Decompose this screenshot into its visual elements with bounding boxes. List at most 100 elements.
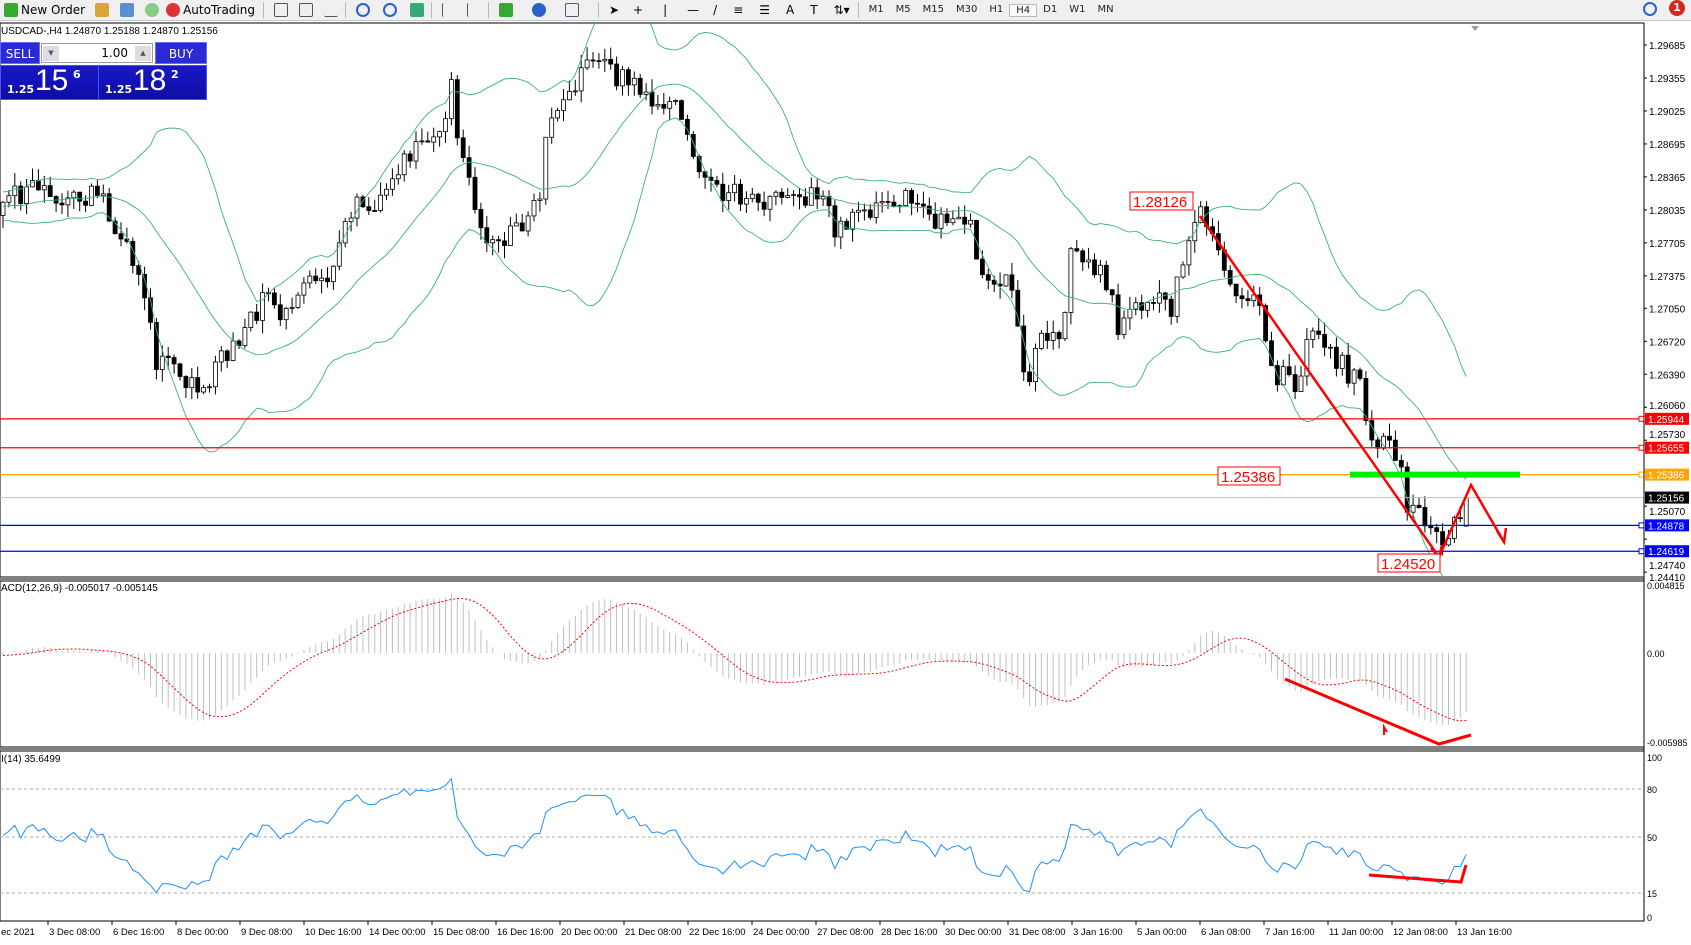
timeframe-m30[interactable]: M30: [956, 3, 978, 15]
candle-body: [1310, 330, 1316, 340]
candle: [384, 183, 389, 201]
autotrading-button[interactable]: AutoTrading: [162, 0, 259, 20]
candle-body: [525, 215, 531, 232]
candle-body: [932, 213, 938, 229]
timeframe-m15[interactable]: M15: [922, 3, 945, 15]
lot-increase-button[interactable]: ▲: [135, 46, 151, 61]
rsi-divergence-arrow: [1368, 864, 1468, 884]
buy-button[interactable]: BUY: [155, 42, 207, 64]
fibonacci-icon[interactable]: ☰: [759, 3, 771, 17]
candle-body: [118, 233, 124, 240]
signals-icon[interactable]: [145, 3, 160, 17]
time-axis-label: 20 Dec 00:00: [561, 927, 618, 938]
cursor-icon[interactable]: ➤: [608, 3, 620, 17]
candle: [608, 47, 614, 70]
sell-button[interactable]: SELL: [0, 42, 40, 64]
time-axis-label: 16 Dec 16:00: [497, 927, 554, 938]
timeframe-mn[interactable]: MN: [1097, 3, 1114, 15]
trendline-icon[interactable]: /: [713, 3, 718, 17]
candle: [207, 383, 212, 393]
candle: [1145, 301, 1150, 318]
indicators-icon[interactable]: [498, 3, 513, 17]
market-watch-icon[interactable]: [95, 3, 110, 17]
candle: [425, 131, 431, 143]
candle: [407, 150, 413, 168]
candle: [968, 213, 973, 228]
candle: [1062, 311, 1068, 342]
timeframe-m5[interactable]: M5: [895, 3, 911, 15]
timeframe-d1[interactable]: D1: [1043, 3, 1058, 15]
candle-body: [112, 220, 118, 235]
candle: [307, 270, 313, 289]
candle: [549, 107, 555, 144]
candle: [295, 292, 301, 309]
candle: [1351, 367, 1357, 396]
crosshair-icon[interactable]: +: [633, 3, 644, 17]
candle-body: [761, 201, 767, 210]
candle: [773, 190, 779, 206]
divider: [487, 2, 489, 18]
text-icon[interactable]: A: [786, 3, 795, 17]
sell-price[interactable]: 1.25 15 6: [0, 64, 102, 100]
candle: [620, 66, 625, 96]
divider: [597, 2, 599, 18]
search-icon[interactable]: [1643, 2, 1657, 16]
candle: [873, 191, 879, 224]
candlestick-icon[interactable]: [298, 3, 313, 17]
candle-body: [561, 99, 566, 111]
timeframe-h1[interactable]: H1: [989, 3, 1004, 15]
time-axis-label: 21 Dec 08:00: [625, 927, 682, 938]
candle: [808, 177, 814, 206]
timeframe-w1[interactable]: W1: [1069, 3, 1086, 15]
zoom-in-icon[interactable]: [355, 3, 370, 17]
candle-body: [980, 258, 985, 276]
candle: [448, 71, 454, 126]
notification-badge[interactable]: 1: [1669, 0, 1685, 16]
navigator-icon[interactable]: [120, 3, 135, 17]
candle-body: [366, 206, 372, 211]
price-tag-label: 1.24619: [1648, 547, 1685, 558]
candle-body: [637, 77, 643, 95]
lot-decrease-button[interactable]: ▼: [43, 46, 59, 61]
templates-icon[interactable]: [564, 3, 579, 17]
divider: [430, 2, 432, 18]
rsi-axis-label: 80: [1647, 785, 1657, 795]
timeframe-h4[interactable]: H4: [1009, 3, 1038, 17]
line-chart-icon[interactable]: [323, 3, 338, 17]
price-axis-label: 1.25730: [1649, 430, 1686, 441]
candle: [525, 211, 531, 237]
candle: [1233, 283, 1239, 303]
vertical-line-icon[interactable]: |: [663, 3, 668, 17]
candle-body: [755, 193, 761, 203]
autoscroll-icon[interactable]: [466, 3, 481, 17]
text-label-icon[interactable]: T: [810, 3, 818, 17]
equidistant-channel-icon[interactable]: ≡: [733, 3, 744, 17]
time-axis-label: 13 Jan 16:00: [1457, 927, 1512, 938]
buy-price[interactable]: 1.25 18 2: [98, 64, 207, 100]
candle-body: [1151, 302, 1156, 304]
lot-size-input[interactable]: ▼ 1.00 ▲: [41, 43, 153, 63]
candle-body: [389, 178, 395, 190]
candle-body: [1375, 439, 1381, 449]
candle-body: [1056, 332, 1062, 340]
candle-body: [277, 304, 283, 321]
price-annotation-box: [1129, 191, 1194, 211]
chart-shift-icon[interactable]: [441, 3, 456, 17]
candle-body: [59, 202, 65, 206]
candle: [637, 74, 643, 98]
periods-icon[interactable]: [531, 3, 546, 17]
candle: [732, 174, 737, 202]
zoom-out-icon[interactable]: [382, 3, 397, 17]
chart-window[interactable]: 1.25944 1.25655 1.25386 1.25156 1.24878 1.246…: [0, 21, 1691, 945]
arrows-icon[interactable]: ⇅▾: [833, 3, 850, 17]
rsi-axis-label: 0: [1647, 913, 1652, 923]
new-order-button[interactable]: New Order: [0, 0, 89, 20]
timeframe-m1[interactable]: M1: [868, 3, 884, 15]
arrowhead-icon: [1383, 723, 1388, 735]
tile-windows-icon[interactable]: [409, 3, 424, 17]
candle: [956, 206, 962, 220]
candle: [277, 294, 283, 326]
time-axis-label: 6 Dec 16:00: [113, 927, 164, 938]
horizontal-line-icon[interactable]: —: [687, 3, 700, 17]
bar-chart-icon[interactable]: [273, 3, 288, 17]
